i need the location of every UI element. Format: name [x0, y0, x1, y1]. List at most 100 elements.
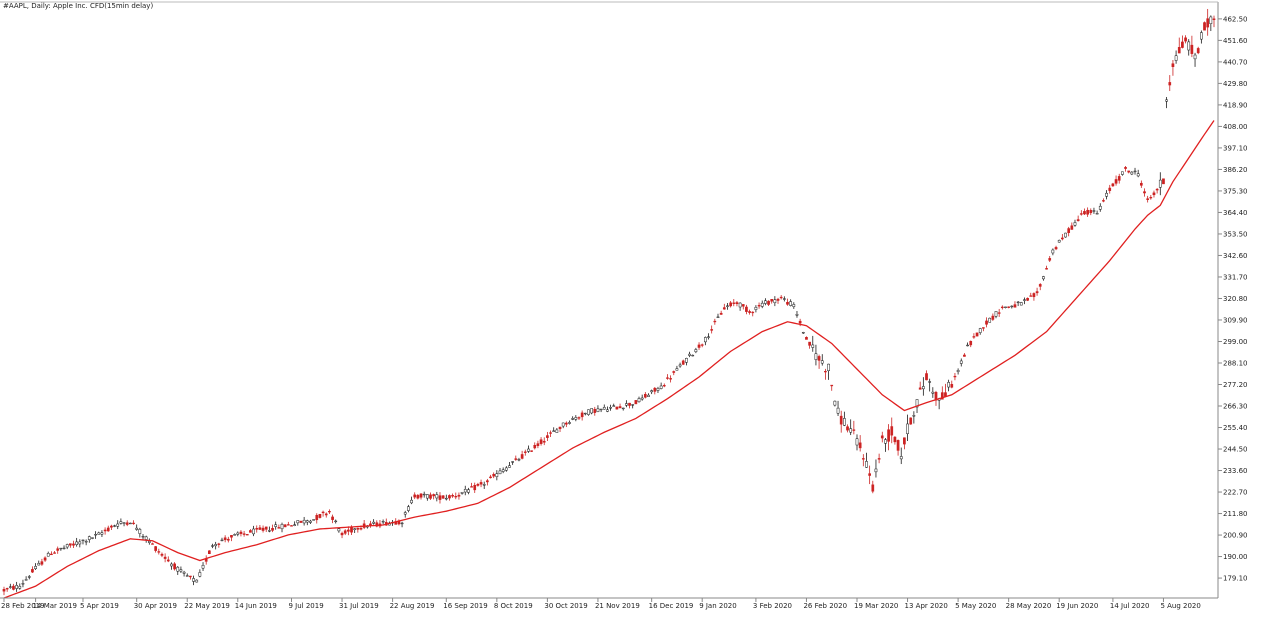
- candle-body: [425, 494, 429, 499]
- candle: [827, 363, 830, 380]
- candle: [343, 529, 347, 536]
- candle: [1083, 208, 1086, 215]
- candle: [1073, 219, 1077, 227]
- candle-body: [2, 589, 6, 592]
- candle-body: [1105, 192, 1108, 197]
- candle-body: [119, 521, 123, 524]
- candle-body: [245, 534, 249, 536]
- candle-body: [994, 311, 998, 317]
- y-tick-label: 190.00: [1223, 553, 1248, 561]
- candle: [748, 309, 751, 315]
- candle: [1114, 175, 1118, 186]
- candle: [583, 412, 587, 416]
- candle-body: [214, 544, 218, 547]
- candle-body: [1136, 173, 1140, 177]
- candle: [1057, 239, 1061, 243]
- candle-body: [978, 328, 982, 333]
- moving-average-layer: [3, 120, 1215, 599]
- candle-body: [1168, 82, 1172, 86]
- candle-body: [789, 301, 793, 306]
- candle-body: [953, 375, 957, 378]
- candle: [795, 310, 799, 318]
- candle-body: [861, 458, 865, 460]
- candle-body: [1089, 210, 1093, 214]
- candle-body: [78, 541, 82, 545]
- candle: [78, 539, 82, 548]
- y-tick-label: 342.60: [1223, 252, 1248, 260]
- candle-body: [1054, 247, 1058, 250]
- candle-body: [43, 557, 47, 561]
- candle-body: [495, 473, 499, 477]
- candle-body: [748, 311, 751, 313]
- candle: [511, 461, 514, 465]
- candle-body: [530, 450, 533, 452]
- candle: [201, 562, 205, 571]
- candle-body: [268, 530, 271, 532]
- x-tick-label: 14 Mar 2019: [33, 602, 77, 610]
- candle-body: [8, 586, 12, 588]
- candle-body: [1092, 210, 1096, 212]
- candle-body: [50, 553, 53, 556]
- candle-body: [931, 391, 935, 394]
- candle: [707, 333, 710, 340]
- candle-body: [1102, 200, 1105, 202]
- candle-body: [552, 430, 556, 432]
- candle-body: [647, 394, 650, 397]
- candle-body: [1061, 237, 1064, 240]
- candle-body: [331, 516, 334, 520]
- candle-body: [1067, 228, 1071, 234]
- candle: [890, 417, 894, 444]
- candle-body: [956, 370, 960, 372]
- candle-body: [315, 515, 319, 521]
- candle-body: [896, 440, 900, 451]
- candle-body: [700, 344, 704, 346]
- candle: [318, 513, 322, 519]
- y-tick-label: 309.90: [1223, 316, 1248, 324]
- candle: [173, 562, 176, 571]
- candle: [656, 386, 660, 394]
- candle-body: [858, 442, 862, 449]
- candle: [697, 342, 701, 350]
- y-tick-label: 244.50: [1223, 446, 1248, 454]
- candle-body: [432, 494, 436, 497]
- candle: [849, 419, 853, 436]
- candle: [1181, 35, 1184, 49]
- candle: [119, 518, 123, 525]
- candle: [84, 539, 88, 546]
- candle: [5, 587, 9, 592]
- candle: [1139, 180, 1143, 188]
- candle: [681, 359, 685, 366]
- candle: [299, 520, 303, 524]
- candle: [811, 335, 815, 352]
- candle-body: [1035, 291, 1039, 294]
- candle-body: [1026, 297, 1029, 301]
- candle-body: [574, 417, 578, 420]
- candle: [309, 519, 312, 524]
- candle-body: [918, 387, 922, 390]
- candle-body: [59, 547, 63, 550]
- candle: [1061, 234, 1064, 241]
- candle-body: [46, 553, 50, 557]
- candle-body: [669, 378, 672, 380]
- candle-body: [226, 538, 230, 541]
- candle: [549, 430, 552, 437]
- candle: [268, 526, 271, 533]
- candle-body: [817, 356, 821, 361]
- candle-body: [564, 422, 568, 425]
- candle-body: [618, 406, 622, 409]
- candle-body: [198, 572, 202, 577]
- y-tick-label: 255.40: [1223, 424, 1248, 432]
- candle-body: [786, 301, 789, 305]
- candle: [820, 354, 824, 366]
- candle: [448, 494, 451, 501]
- candle-body: [75, 541, 79, 545]
- candle: [1158, 172, 1162, 196]
- x-tick-label: 14 Jun 2019: [235, 602, 277, 610]
- candle: [754, 305, 758, 313]
- candle-body: [795, 314, 799, 316]
- candle-body: [1095, 213, 1099, 215]
- candle-body: [375, 522, 379, 527]
- candle-body: [125, 522, 129, 525]
